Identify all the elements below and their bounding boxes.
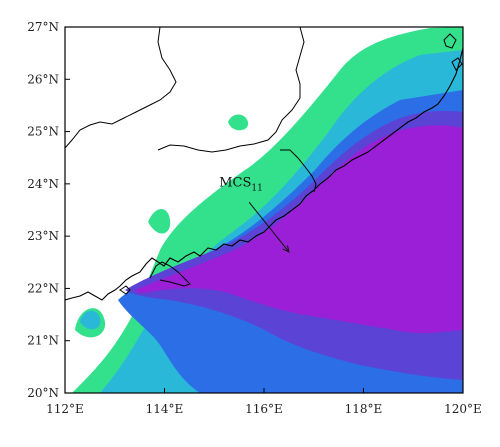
lat-tick-label: 26°N [27, 72, 59, 86]
fujian-border [157, 27, 305, 153]
lat-tick-label: 22°N [27, 281, 59, 295]
precip-level-1-patch [148, 208, 171, 234]
precip-level-5 [135, 125, 463, 334]
lat-tick-label: 20°N [27, 386, 59, 400]
guangdong-border [65, 27, 177, 149]
guangdong-fujian-border [280, 149, 317, 193]
island-lantau [119, 285, 131, 295]
lat-tick-label: 27°N [27, 20, 59, 34]
precipitation-field [71, 27, 463, 393]
coastline-and-borders [65, 27, 463, 301]
inner-border-west [149, 261, 191, 287]
lat-tick-label: 24°N [27, 177, 59, 191]
mcs-arrow [248, 201, 289, 252]
lat-tick-label: 25°N [27, 125, 59, 139]
mcs-annotation: MCS11 [219, 175, 289, 251]
lon-tick-label: 118°E [345, 402, 383, 416]
mcs-label: MCS11 [219, 175, 263, 193]
lon-tick-label: 120°E [444, 402, 482, 416]
latitude-ticks: 20°N 21°N 22°N 23°N 24°N 25°N 26°N 27°N [27, 20, 70, 400]
precip-level-1-patch-north [228, 114, 249, 131]
precip-level-2-patch-west [80, 310, 101, 330]
island-east [443, 33, 457, 49]
lat-tick-label: 23°N [27, 229, 59, 243]
longitude-ticks: 112°E 114°E 116°E 118°E 120°E [46, 388, 482, 416]
lon-tick-label: 112°E [46, 402, 84, 416]
lon-tick-label: 116°E [245, 402, 283, 416]
coastline [65, 47, 463, 301]
lon-tick-label: 114°E [146, 402, 184, 416]
lat-tick-label: 21°N [27, 334, 59, 348]
island-east-2 [451, 57, 463, 71]
